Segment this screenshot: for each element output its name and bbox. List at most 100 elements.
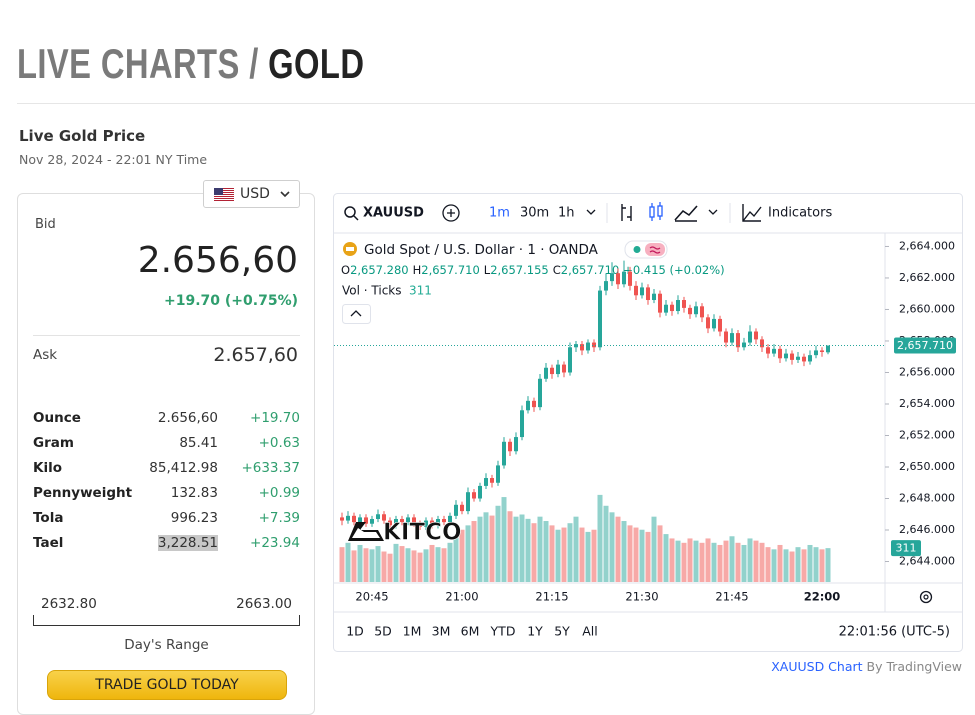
- unit-name: Ounce: [33, 410, 81, 426]
- volume-bar: [801, 549, 807, 582]
- volume-bar: [543, 521, 549, 582]
- currency-select[interactable]: USD: [203, 180, 300, 208]
- kitco-text: KITCO: [383, 520, 462, 546]
- candle-body: [796, 356, 800, 360]
- candle-body: [652, 293, 656, 301]
- ohlc-change: +0.415 (+0.02%): [623, 263, 724, 277]
- volume-bar: [789, 551, 795, 582]
- indicators-icon[interactable]: [742, 204, 762, 222]
- y-tick-label: 2,644.000: [899, 555, 955, 568]
- volume-bar: [771, 549, 777, 582]
- candle-body: [430, 520, 434, 526]
- candle-body: [370, 518, 374, 524]
- ohlc-key: O: [341, 263, 350, 277]
- y-tick-label: 2,648.000: [899, 492, 955, 505]
- volume-bar: [651, 516, 657, 582]
- range-tab[interactable]: 5D: [374, 624, 392, 639]
- range-bracket: [33, 615, 300, 626]
- volume-bar: [663, 534, 669, 582]
- volume-bar: [555, 529, 561, 582]
- interval[interactable]: 1h: [558, 206, 575, 221]
- x-tick-label: 21:00: [445, 590, 478, 604]
- volume-bar: [393, 543, 399, 582]
- interval[interactable]: 30m: [520, 206, 549, 221]
- unit-name: Kilo: [33, 460, 62, 476]
- unit-change: +0.99: [258, 485, 300, 501]
- compare-button[interactable]: [442, 204, 460, 222]
- candle-body: [724, 331, 728, 343]
- volume-bar: [711, 542, 717, 582]
- candle-body: [472, 492, 476, 499]
- candle-style-icon[interactable]: [649, 202, 663, 221]
- volume-bar: [549, 525, 555, 582]
- unit-change: +0.63: [258, 435, 300, 451]
- range-tab[interactable]: 6M: [461, 624, 480, 639]
- volume-bar: [759, 542, 765, 582]
- volume-bar: [345, 542, 351, 582]
- range-tab[interactable]: YTD: [490, 624, 516, 639]
- candle-body: [658, 293, 662, 313]
- chevron[interactable]: [586, 209, 596, 215]
- clock: 22:01:56 (UTC-5): [839, 625, 950, 640]
- unit-price: 85.41: [179, 435, 218, 451]
- indicators-button[interactable]: Indicators: [768, 206, 832, 221]
- volume-bar: [477, 516, 483, 582]
- volume-bar: [435, 547, 441, 582]
- settings-icon[interactable]: [919, 590, 933, 604]
- range-tab[interactable]: 1D: [346, 624, 364, 639]
- ohlc-key: C: [553, 263, 561, 277]
- volume-bar: [741, 544, 747, 582]
- range-tab[interactable]: All: [582, 624, 598, 639]
- candle-body: [538, 378, 542, 408]
- chart: XAUUSD 1m 30m 1h Indicators Gold Spot / U.…: [333, 193, 963, 652]
- unit-price: 85,412.98: [149, 460, 218, 476]
- candle-body: [610, 273, 614, 282]
- bar-style-icon[interactable]: [621, 204, 632, 221]
- range-tab[interactable]: 1Y: [527, 624, 543, 639]
- title-prefix: LIVE CHARTS /: [17, 40, 259, 87]
- symbol[interactable]: XAUUSD: [363, 206, 424, 221]
- area-style-icon[interactable]: [674, 205, 698, 222]
- unit-price: 996.23: [170, 510, 218, 526]
- volume-bar: [693, 540, 699, 582]
- candle-body: [502, 441, 506, 466]
- axes: 2,644.000 2,646.000 2,648.000 2,650.000 2,65…: [355, 239, 956, 604]
- trade-button[interactable]: TRADE GOLD TODAY: [47, 670, 287, 700]
- volume-bar: [429, 544, 435, 582]
- interval[interactable]: 1m: [489, 206, 510, 221]
- collapse-button[interactable]: [342, 304, 371, 324]
- chart-title: Gold Spot / U.S. Dollar · 1 · OANDA: [364, 242, 599, 258]
- volume-bar: [447, 542, 453, 582]
- candle-body: [550, 367, 554, 375]
- market-status: [633, 246, 641, 253]
- volume-tag: [891, 540, 921, 557]
- range-tab[interactable]: 3M: [432, 624, 451, 639]
- ohlc-value: 2,657.280: [350, 263, 409, 277]
- range-tabs: 1D 5D 1M 3M 6M YTD 1Y 5Y All: [346, 624, 598, 639]
- volume-bar: [441, 548, 447, 582]
- range-tab[interactable]: 5Y: [554, 624, 570, 639]
- chart-link[interactable]: XAUUSD Chart: [771, 659, 863, 674]
- candle-body: [568, 347, 572, 373]
- candle-body: [688, 307, 692, 315]
- chevron[interactable]: [708, 209, 718, 215]
- volume-bar: [573, 516, 579, 582]
- candle-body: [448, 515, 452, 523]
- candle-body: [484, 478, 488, 486]
- volume-bar: [417, 552, 423, 582]
- bid-change: +19.70 (+0.75%): [164, 293, 298, 309]
- candle-body: [388, 520, 392, 526]
- volume-bar: [531, 523, 537, 582]
- volume-bar: [795, 547, 801, 582]
- volume-bar: [483, 512, 489, 582]
- candle-body: [640, 287, 644, 296]
- search-icon[interactable]: [344, 206, 359, 221]
- candle-body: [712, 318, 716, 329]
- candle-body: [460, 504, 464, 512]
- volume-bar: [591, 529, 597, 582]
- range-tab[interactable]: 1M: [403, 624, 422, 639]
- candle-body: [814, 350, 818, 356]
- currency-label: USD: [240, 186, 270, 202]
